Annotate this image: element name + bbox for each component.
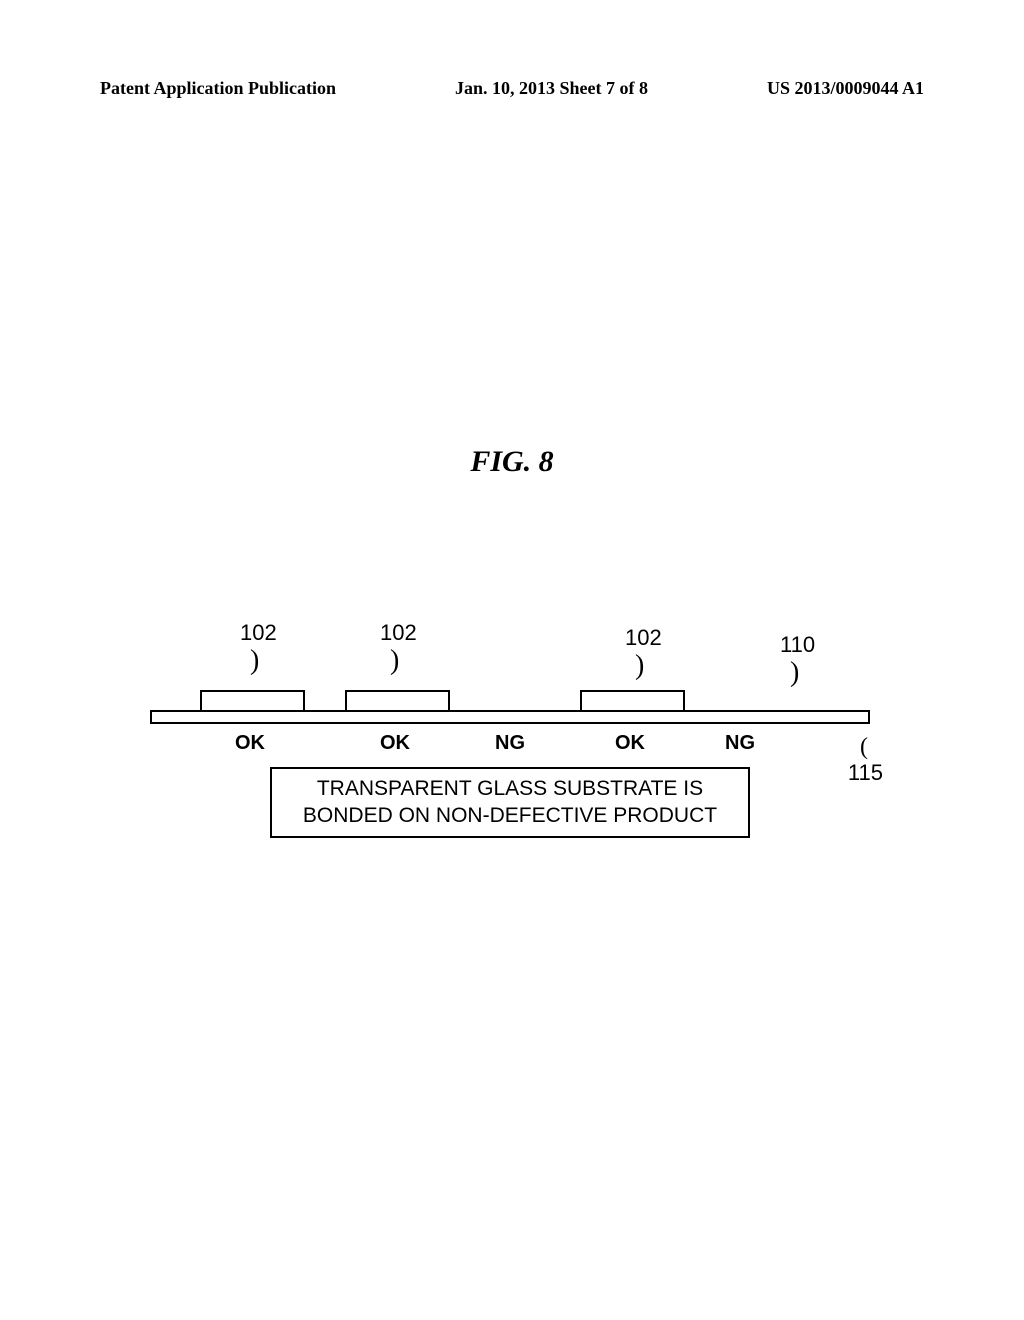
ref-label-102-b: 102 <box>380 620 417 646</box>
leader-line-4: ) <box>790 657 799 689</box>
ref-label-115: 115 <box>848 760 883 786</box>
substrate-block-1 <box>200 690 305 712</box>
status-ok-2: OK <box>380 732 410 755</box>
status-ng-1: NG <box>495 732 525 755</box>
substrate-block-2 <box>345 690 450 712</box>
header-center: Jan. 10, 2013 Sheet 7 of 8 <box>455 78 648 99</box>
ref-label-110: 110 <box>780 632 815 658</box>
ref-label-102-a: 102 <box>240 620 277 646</box>
status-ng-2: NG <box>725 732 755 755</box>
header-row: Patent Application Publication Jan. 10, … <box>100 78 924 99</box>
caption-line-1: TRANSPARENT GLASS SUBSTRATE IS <box>292 775 728 802</box>
status-labels-row: OK OK NG OK NG <box>150 732 870 762</box>
substrate-blocks-row <box>150 690 870 712</box>
header-right: US 2013/0009044 A1 <box>767 78 924 99</box>
ref-label-102-c: 102 <box>625 625 662 651</box>
caption-line-2: BONDED ON NON-DEFECTIVE PRODUCT <box>292 802 728 829</box>
status-ok-1: OK <box>235 732 265 755</box>
caption-box: TRANSPARENT GLASS SUBSTRATE IS BONDED ON… <box>270 767 750 838</box>
leader-line-2: ) <box>390 645 399 677</box>
substrate-block-3 <box>580 690 685 712</box>
wafer-base: ( 115 <box>150 710 870 724</box>
leader-line-3: ) <box>635 650 644 682</box>
page-header: Patent Application Publication Jan. 10, … <box>0 78 1024 99</box>
figure-diagram: 102 102 102 110 ) ) ) ) ( 115 OK OK NG O… <box>150 620 870 838</box>
header-left: Patent Application Publication <box>100 78 336 99</box>
reference-labels-top: 102 102 102 110 ) ) ) ) <box>150 620 870 690</box>
leader-line-1: ) <box>250 645 259 677</box>
figure-title: FIG. 8 <box>0 445 1024 479</box>
status-ok-3: OK <box>615 732 645 755</box>
